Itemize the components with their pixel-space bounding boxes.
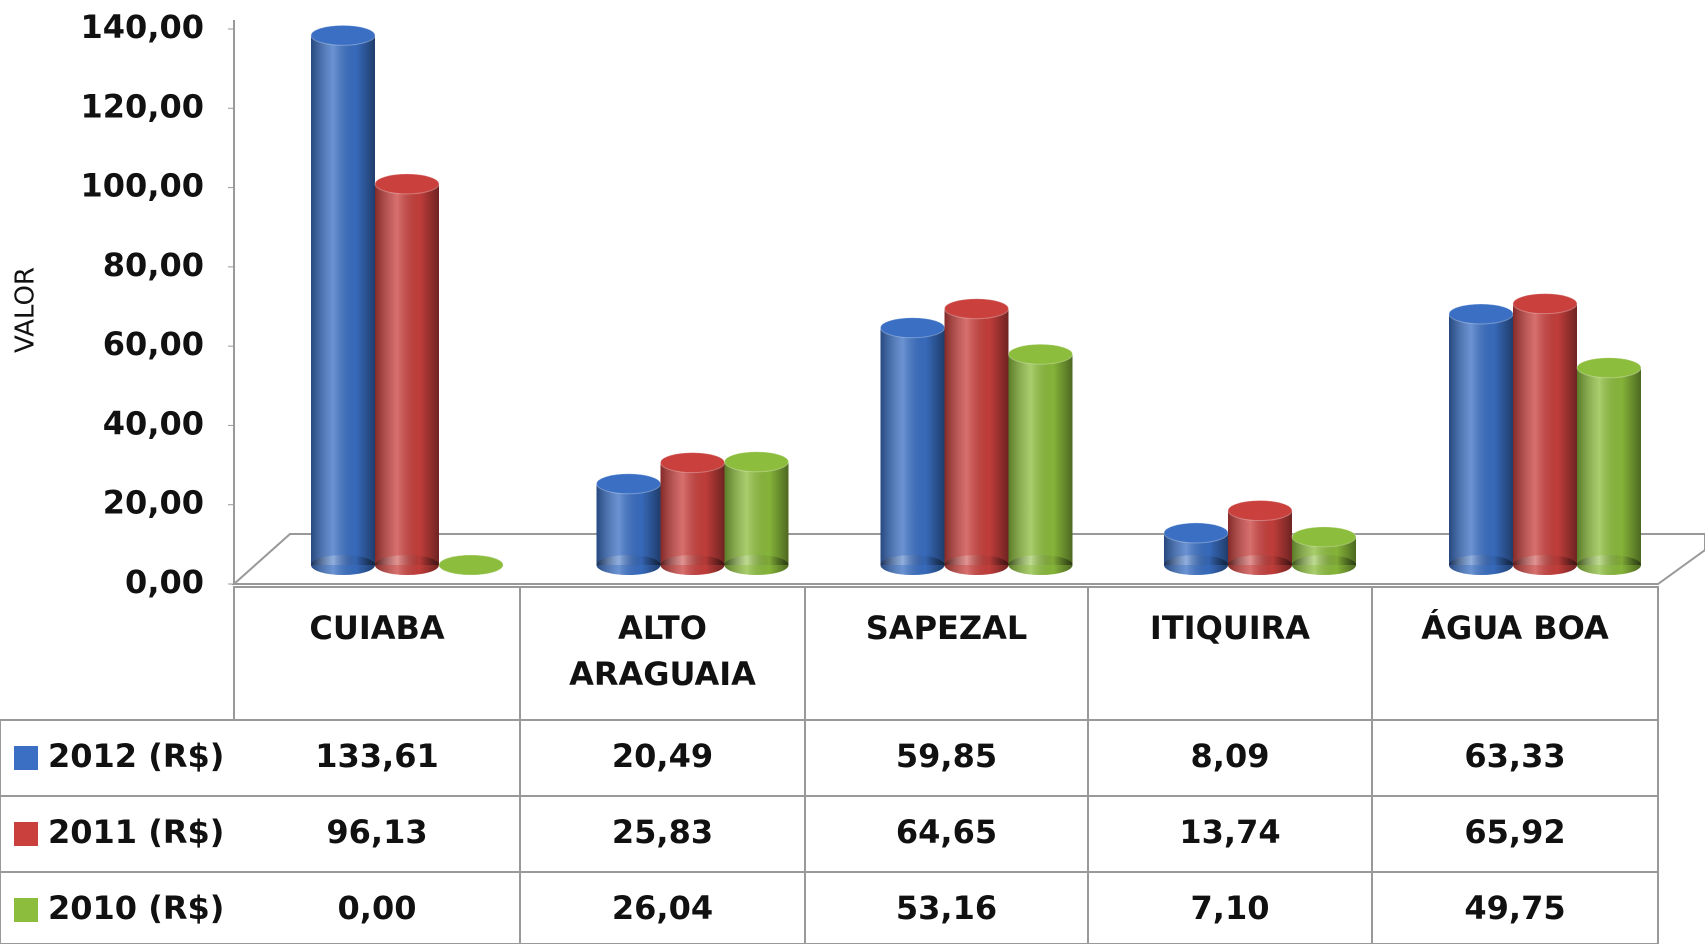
bar-bottom-shade	[311, 555, 375, 575]
table-value: 133,61	[315, 737, 438, 775]
category-cell: SAPEZAL	[865, 609, 1028, 647]
y-tick-label: 120,00	[81, 87, 204, 125]
table-value: 26,04	[612, 889, 713, 927]
bar	[1008, 343, 1073, 575]
bar-shade	[1449, 313, 1513, 565]
bar-bottom-shade	[660, 555, 725, 575]
bar	[1291, 526, 1357, 575]
bar	[438, 554, 504, 576]
bar	[1163, 522, 1229, 575]
bar-shade	[880, 327, 945, 565]
bar-shade	[311, 35, 375, 565]
bar-top	[1008, 343, 1073, 365]
x-tick-label: CUIABA	[309, 609, 445, 647]
x-tick-label: SAPEZAL	[865, 609, 1028, 647]
bar-shade	[375, 183, 439, 565]
y-tick-label: 40,00	[103, 404, 204, 442]
bar-bottom-shade	[944, 555, 1009, 575]
legend-label: 2010 (R$)	[48, 889, 224, 927]
bar	[1512, 293, 1578, 575]
bar-bottom-shade	[1449, 555, 1513, 575]
bar-bottom-shade	[1513, 555, 1577, 575]
bar-shade	[944, 308, 1009, 565]
legend-label: 2011 (R$)	[48, 813, 224, 851]
table-value: 8,09	[1191, 737, 1270, 775]
table-value: 49,75	[1464, 889, 1565, 927]
bar-shade	[596, 483, 661, 565]
bar	[944, 298, 1009, 575]
table-value: 0,00	[338, 889, 417, 927]
bar	[374, 173, 440, 575]
bar-bottom-shade	[1164, 555, 1228, 575]
bar-shade	[724, 461, 789, 565]
bar-top	[310, 24, 376, 46]
bar	[660, 452, 725, 575]
bar-top	[944, 298, 1009, 320]
bar-bottom-shade	[1228, 555, 1292, 575]
y-tick-label: 0,00	[125, 563, 204, 601]
category-cell: ITIQUIRA	[1149, 609, 1311, 647]
bar	[1448, 303, 1514, 575]
y-tick-label: 20,00	[103, 484, 204, 522]
floor	[231, 533, 1705, 585]
bar-shade	[1577, 367, 1641, 565]
y-axis-title: VALOR	[11, 267, 41, 353]
bar-shade	[1008, 354, 1073, 565]
category-cell: CUIABA	[309, 609, 445, 647]
bar-bottom-shade	[1292, 555, 1356, 575]
y-tick-label: 100,00	[81, 167, 204, 205]
bar-top	[1448, 303, 1514, 325]
bar-top	[724, 451, 789, 473]
bar	[880, 317, 945, 575]
table-value: 20,49	[612, 737, 713, 775]
bar-top	[1227, 500, 1293, 522]
bar	[724, 451, 789, 575]
table-value: 53,16	[896, 889, 997, 927]
table-value: 59,85	[896, 737, 997, 775]
bar	[1227, 500, 1293, 575]
table-value: 7,10	[1191, 889, 1270, 927]
bar-top	[880, 317, 945, 339]
legend-swatch	[14, 898, 38, 922]
bar	[1576, 357, 1642, 575]
x-tick-label: ITIQUIRA	[1149, 609, 1311, 647]
bar-top	[438, 554, 504, 576]
legend-swatch	[14, 746, 38, 770]
table-value: 13,74	[1179, 813, 1280, 851]
bar-top	[1163, 522, 1229, 544]
bar-bottom-shade	[375, 555, 439, 575]
bar-bottom-shade	[1577, 555, 1641, 575]
legend-label: 2012 (R$)	[48, 737, 224, 775]
bar-top	[1512, 293, 1578, 315]
table-value: 25,83	[612, 813, 713, 851]
category-cell: ALTO ARAGUAIA	[569, 609, 756, 693]
y-tick-label: 140,00	[81, 8, 204, 46]
bar	[310, 24, 376, 575]
bar-bottom-shade	[880, 555, 945, 575]
bar-top	[374, 173, 440, 195]
table-value: 63,33	[1464, 737, 1565, 775]
bar	[596, 473, 661, 575]
category-cell: ÁGUA BOA	[1421, 609, 1609, 647]
bar-shade	[660, 462, 725, 565]
x-tick-label: ÁGUA BOA	[1421, 609, 1609, 647]
bar-bottom-shade	[1008, 555, 1073, 575]
bar-shade	[1513, 303, 1577, 565]
y-tick-label: 80,00	[103, 246, 204, 284]
bar-top	[1576, 357, 1642, 379]
bar-bottom-shade	[596, 555, 661, 575]
bar-top	[660, 452, 725, 474]
table-value: 64,65	[896, 813, 997, 851]
legend-swatch	[14, 822, 38, 846]
bar-top	[1291, 526, 1357, 548]
table-value: 96,13	[326, 813, 427, 851]
y-tick-label: 60,00	[103, 325, 204, 363]
table-value: 65,92	[1464, 813, 1565, 851]
bar-top	[596, 473, 661, 495]
bar-bottom-shade	[724, 555, 789, 575]
x-tick-label: ALTO ARAGUAIA	[569, 609, 756, 693]
